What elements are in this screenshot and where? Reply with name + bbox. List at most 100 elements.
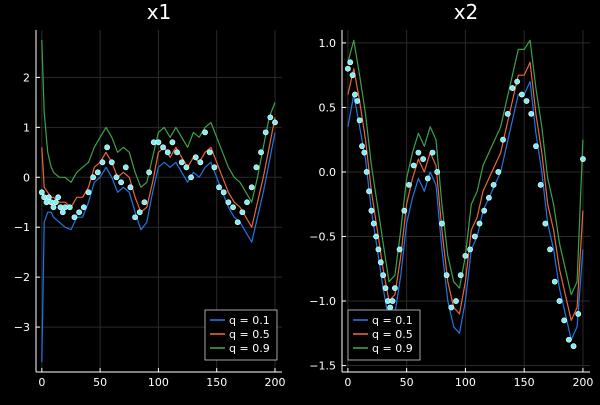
x-tick-label: 100 — [455, 376, 476, 389]
data-point — [361, 149, 368, 156]
data-point — [347, 59, 354, 66]
data-point — [155, 139, 162, 146]
data-point — [356, 117, 363, 124]
series-line-q-0-1 — [41, 132, 276, 363]
data-point — [375, 246, 382, 253]
data-point — [387, 304, 394, 311]
data-point — [352, 91, 358, 98]
data-point — [239, 209, 246, 216]
data-point — [174, 149, 180, 156]
data-point — [401, 207, 408, 214]
data-point — [462, 252, 469, 259]
data-point — [476, 220, 483, 227]
data-point — [267, 114, 274, 121]
legend: q = 0.1q = 0.5q = 0.9 — [204, 309, 278, 361]
data-point — [561, 317, 568, 324]
legend-label: q = 0.9 — [229, 342, 270, 355]
y-tick-label: 0.5 — [319, 101, 337, 114]
x-tick-label: 50 — [93, 376, 107, 389]
data-point — [85, 189, 92, 196]
y-tick-label: 1 — [23, 121, 30, 134]
data-point — [366, 188, 372, 195]
data-point — [377, 259, 384, 266]
legend-label: q = 0.9 — [372, 342, 413, 355]
data-point — [38, 189, 45, 196]
x-tick-label: 150 — [514, 376, 535, 389]
y-tick-label: 0.0 — [319, 166, 337, 179]
data-point — [467, 246, 474, 253]
data-point — [80, 204, 87, 211]
data-point — [434, 169, 441, 175]
data-point — [225, 199, 232, 206]
panel-x2: x2 0 50 100 150 200 −1.5 −1.0 −0.5 0.0 0.5 1.0 q = 0… — [309, 0, 593, 389]
data-point — [244, 199, 250, 206]
data-point — [490, 181, 497, 188]
data-point — [71, 214, 78, 221]
data-point — [108, 159, 115, 166]
data-point — [206, 149, 213, 156]
chart-title: x2 — [454, 0, 479, 24]
legend-label: q = 0.1 — [229, 314, 270, 327]
data-point — [354, 98, 361, 104]
legend-box — [204, 309, 278, 361]
legend-label: q = 0.1 — [372, 314, 413, 327]
data-point — [420, 156, 426, 162]
data-point — [363, 169, 370, 175]
data-point — [76, 209, 83, 216]
data-point — [50, 204, 57, 211]
data-point — [565, 336, 572, 343]
data-point — [104, 144, 111, 151]
y-tick-label: 0 — [23, 171, 30, 184]
legend: q = 0.1q = 0.5q = 0.9 — [347, 309, 421, 361]
data-point — [370, 220, 377, 227]
data-point — [253, 164, 260, 171]
series-line-q-0-9 — [41, 39, 276, 203]
y-tick-label: 1.0 — [319, 37, 337, 50]
data-point — [481, 207, 488, 214]
data-point — [391, 285, 398, 292]
data-point — [45, 194, 52, 201]
data-point — [495, 169, 502, 175]
data-point — [230, 204, 236, 211]
data-point — [66, 204, 73, 211]
x-tick-label: 100 — [148, 376, 169, 389]
data-point — [518, 91, 525, 98]
y-tick-label: −2 — [14, 271, 30, 284]
data-point — [55, 194, 62, 201]
data-point — [448, 304, 455, 311]
data-point — [429, 149, 436, 156]
data-point — [453, 298, 459, 304]
data-point — [547, 246, 553, 253]
y-tick-label: 2 — [23, 71, 30, 84]
y-tick-label: −1.5 — [309, 360, 336, 373]
legend-box — [347, 309, 421, 361]
data-point — [216, 184, 222, 191]
data-point — [272, 119, 278, 126]
data-point — [202, 129, 208, 136]
data-point — [575, 311, 582, 317]
data-point — [504, 110, 511, 117]
y-tick-label: −3 — [14, 321, 30, 334]
data-point — [59, 209, 66, 216]
data-point — [580, 156, 586, 162]
x-tick-label: 50 — [400, 376, 414, 389]
data-point — [262, 129, 269, 136]
y-tick-label: −1 — [14, 221, 30, 234]
panel-x1: x1 0 50 100 150 200 −3 −2 −1 0 1 2 q = 0.1q = 0.5q =… — [14, 0, 286, 389]
data-point — [349, 72, 356, 79]
chart-title: x1 — [147, 0, 172, 24]
data-point — [258, 149, 264, 156]
data-point — [457, 272, 464, 279]
x-tick-label: 0 — [344, 376, 351, 389]
data-point — [248, 184, 255, 191]
data-point — [509, 85, 516, 91]
data-point — [380, 272, 387, 279]
data-point — [415, 149, 422, 156]
data-point — [220, 189, 227, 196]
data-point — [197, 159, 204, 166]
data-point — [178, 159, 185, 166]
data-point — [523, 98, 530, 104]
data-point — [118, 179, 125, 186]
